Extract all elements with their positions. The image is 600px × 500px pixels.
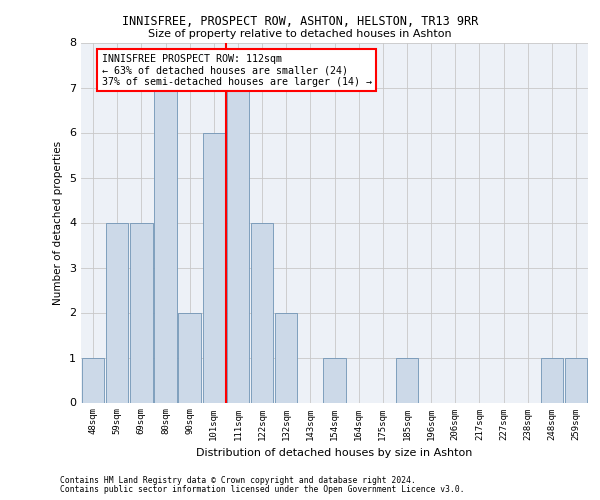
Bar <box>82 358 104 403</box>
Text: Contains HM Land Registry data © Crown copyright and database right 2024.: Contains HM Land Registry data © Crown c… <box>60 476 416 485</box>
Text: Size of property relative to detached houses in Ashton: Size of property relative to detached ho… <box>148 29 452 39</box>
Text: INNISFREE, PROSPECT ROW, ASHTON, HELSTON, TR13 9RR: INNISFREE, PROSPECT ROW, ASHTON, HELSTON… <box>122 15 478 28</box>
Bar <box>541 358 563 403</box>
Bar <box>396 358 418 403</box>
Bar <box>154 88 177 403</box>
Bar <box>203 132 225 402</box>
Bar <box>565 358 587 403</box>
Bar <box>106 222 128 402</box>
X-axis label: Distribution of detached houses by size in Ashton: Distribution of detached houses by size … <box>196 448 473 458</box>
Bar <box>275 312 298 402</box>
Bar <box>251 222 273 402</box>
Bar <box>178 312 201 402</box>
Text: INNISFREE PROSPECT ROW: 112sqm
← 63% of detached houses are smaller (24)
37% of : INNISFREE PROSPECT ROW: 112sqm ← 63% of … <box>101 54 371 87</box>
Y-axis label: Number of detached properties: Number of detached properties <box>53 140 64 304</box>
Bar <box>130 222 152 402</box>
Bar <box>227 88 249 403</box>
Text: Contains public sector information licensed under the Open Government Licence v3: Contains public sector information licen… <box>60 485 464 494</box>
Bar <box>323 358 346 403</box>
